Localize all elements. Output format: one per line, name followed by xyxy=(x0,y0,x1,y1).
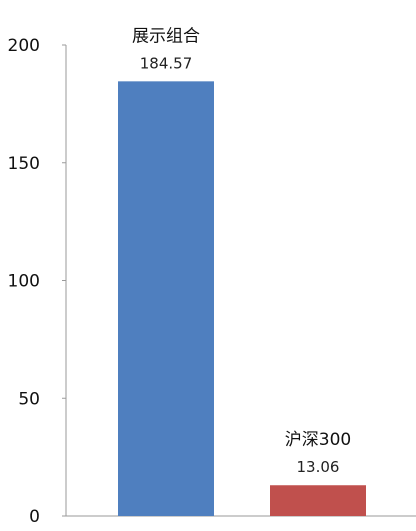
bar-category-label: 展示组合 xyxy=(132,26,200,46)
y-tick-label: 0 xyxy=(29,507,40,527)
bar-value-label: 13.06 xyxy=(297,458,340,476)
y-tick-label: 100 xyxy=(8,272,40,292)
bar-labels: 184.57 展示组合 13.06 沪深300 xyxy=(132,26,351,476)
y-axis-ticks: 0 50 100 150 200 xyxy=(8,36,66,527)
y-tick-label: 50 xyxy=(18,389,40,409)
y-tick-label: 150 xyxy=(8,154,40,174)
bar-0 xyxy=(118,81,214,516)
bars xyxy=(118,81,366,516)
bar-value-label: 184.57 xyxy=(140,54,193,72)
y-tick-label: 200 xyxy=(8,36,40,56)
bar-category-label: 沪深300 xyxy=(285,430,351,450)
bar-1 xyxy=(270,485,366,516)
